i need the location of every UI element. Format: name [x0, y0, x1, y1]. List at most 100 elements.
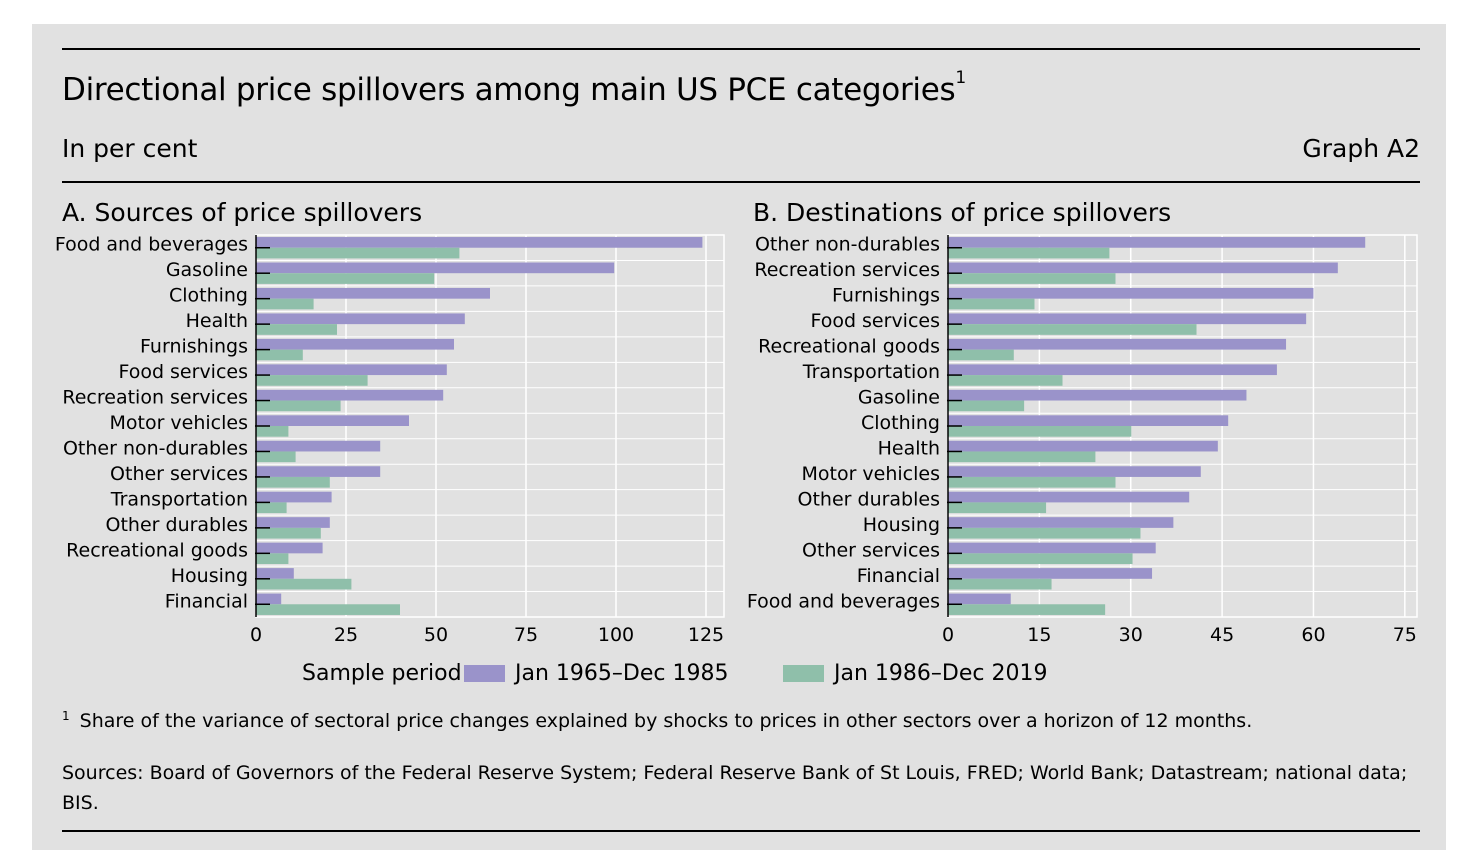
category-label: Food services — [118, 361, 248, 383]
bar-series1 — [256, 415, 409, 426]
bar-series1 — [948, 237, 1366, 248]
bar-series2 — [948, 400, 1025, 412]
bar-series2 — [256, 400, 341, 412]
graph-title: Directional price spillovers among main … — [62, 68, 966, 108]
bar-series2 — [948, 527, 1141, 539]
bar-series1 — [948, 338, 1287, 350]
graph-id: Graph A2 — [1302, 134, 1420, 163]
category-label: Housing — [863, 514, 940, 536]
panel-b-title: B. Destinations of price spillovers — [753, 198, 1172, 227]
bar-series2 — [256, 553, 289, 565]
x-tick-label: 45 — [1210, 624, 1234, 646]
legend-prefix: Sample period: — [302, 661, 469, 686]
bar-series1 — [256, 338, 454, 350]
bar-series1 — [948, 440, 1218, 452]
category-label: Other non-durables — [755, 234, 940, 256]
bar-series2 — [948, 553, 1133, 565]
legend-label-1965-1985: Jan 1965–Dec 1985 — [515, 661, 729, 686]
bar-series1 — [948, 568, 1153, 579]
bar-series2 — [256, 273, 435, 284]
top-rule — [62, 48, 1420, 50]
bar-series2 — [256, 426, 289, 437]
bar-series2 — [948, 604, 1106, 615]
category-label: Furnishings — [140, 336, 248, 358]
category-label: Transportation — [802, 361, 940, 383]
bar-series1 — [256, 262, 615, 274]
category-label: Other durables — [798, 488, 940, 510]
bar-series1 — [948, 287, 1314, 299]
category-label: Food and beverages — [55, 234, 248, 256]
bar-series2 — [948, 324, 1197, 335]
bar-series2 — [256, 375, 368, 386]
sources-note: Sources: Board of Governors of the Feder… — [62, 762, 1408, 814]
bar-series2 — [256, 578, 352, 590]
category-label: Furnishings — [832, 285, 940, 307]
panel-a-title: A. Sources of price spillovers — [62, 198, 423, 227]
bar-series1 — [256, 542, 323, 554]
bar-series2 — [256, 451, 296, 463]
title-footnote-mark: 1 — [955, 68, 966, 88]
x-tick-label: 75 — [1393, 624, 1417, 646]
bar-series1 — [256, 466, 381, 477]
bar-series2 — [948, 426, 1132, 437]
category-label: Recreation services — [754, 259, 940, 281]
x-tick-label: 0 — [250, 624, 262, 646]
bar-series2 — [256, 527, 321, 539]
category-label: Food services — [810, 310, 940, 332]
footnote: 1 Share of the variance of sectoral price… — [62, 709, 1253, 732]
legend-swatch-1986-2019 — [783, 665, 824, 682]
category-label: Recreational goods — [758, 336, 940, 358]
category-label: Gasoline — [166, 259, 248, 281]
bar-series2 — [256, 324, 337, 335]
bar-series1 — [948, 389, 1247, 401]
category-label: Other non-durables — [63, 437, 248, 459]
bar-series1 — [256, 287, 490, 299]
bar-series1 — [948, 415, 1229, 426]
bar-series1 — [256, 568, 294, 579]
bar-series1 — [948, 491, 1190, 503]
footnote-text: Share of the variance of sectoral price … — [79, 710, 1253, 732]
category-label: Gasoline — [858, 387, 940, 409]
x-tick-label: 25 — [334, 624, 358, 646]
bar-series2 — [948, 375, 1063, 386]
category-label: Health — [878, 437, 940, 459]
category-label: Recreational goods — [66, 539, 248, 561]
bar-series1 — [256, 237, 703, 248]
bar-series2 — [948, 273, 1116, 284]
bar-series1 — [256, 491, 332, 503]
bar-series2 — [256, 298, 314, 310]
header-rule — [62, 181, 1420, 183]
category-label: Motor vehicles — [801, 463, 940, 485]
bar-series1 — [256, 313, 465, 325]
bar-series2 — [948, 247, 1110, 259]
bar-series1 — [948, 262, 1338, 274]
bar-series2 — [948, 451, 1096, 463]
category-label: Clothing — [169, 285, 248, 307]
graph-subtitle: In per cent — [62, 134, 198, 163]
bar-series2 — [256, 502, 287, 514]
bar-series2 — [948, 298, 1035, 310]
category-label: Food and beverages — [747, 590, 940, 612]
bar-series1 — [256, 364, 447, 376]
x-tick-label: 125 — [688, 624, 724, 646]
bar-series1 — [948, 542, 1156, 554]
bar-series2 — [256, 349, 303, 361]
x-tick-label: 100 — [598, 624, 634, 646]
bar-series2 — [256, 247, 460, 259]
x-tick-label: 30 — [1119, 624, 1143, 646]
x-tick-label: 15 — [1027, 624, 1051, 646]
bar-series1 — [948, 364, 1277, 376]
bar-series2 — [948, 476, 1116, 488]
legend-swatch-1965-1985 — [464, 665, 505, 682]
bar-series1 — [948, 517, 1174, 528]
category-label: Financial — [165, 590, 248, 612]
bar-series2 — [256, 604, 400, 615]
x-tick-label: 60 — [1301, 624, 1325, 646]
category-label: Financial — [857, 565, 940, 587]
x-tick-label: 50 — [424, 624, 448, 646]
bar-series1 — [256, 389, 444, 401]
category-label: Other services — [802, 539, 940, 561]
bar-series1 — [256, 593, 282, 605]
